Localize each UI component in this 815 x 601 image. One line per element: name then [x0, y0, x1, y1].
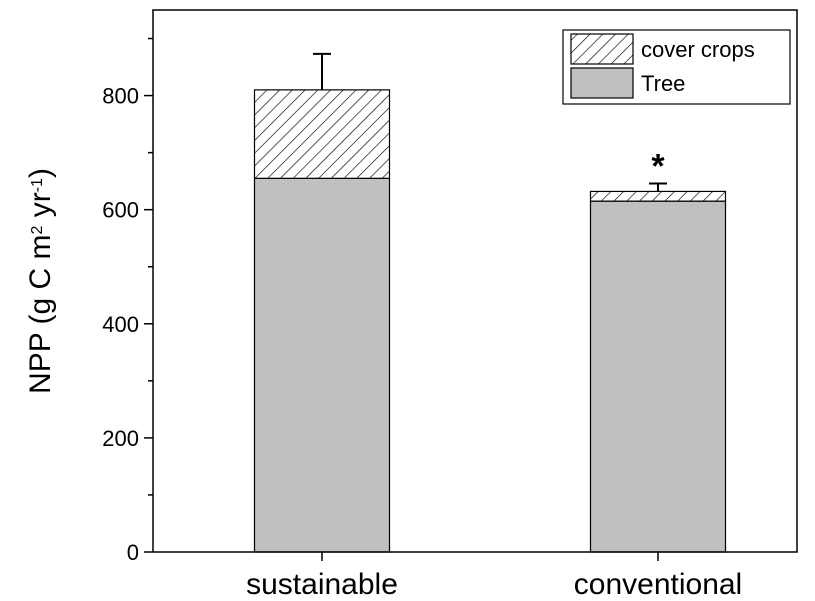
error-bars-group — [313, 52, 667, 192]
y-axis-label-end: ) — [24, 168, 57, 178]
legend-label-cover-crops: cover crops — [641, 37, 755, 62]
bar-conventional-cover-crops — [589, 190, 727, 202]
annotations-group: * — [651, 147, 665, 185]
bar-sustainable-cover-crops — [253, 89, 391, 179]
y-axis-ticks: 0 200 400 600 800 — [102, 37, 153, 565]
y-tick-label: 800 — [102, 84, 139, 109]
legend: cover crops Tree — [562, 29, 791, 105]
legend-swatch-tree — [570, 67, 634, 99]
y-axis-label-mid: yr — [24, 192, 57, 225]
significance-marker-conventional: * — [651, 147, 665, 185]
x-tick-label-conventional: conventional — [574, 568, 742, 601]
x-axis-ticks: sustainable conventional — [246, 552, 742, 601]
y-tick-label: 600 — [102, 198, 139, 223]
y-tick-label: 0 — [127, 540, 139, 565]
y-axis-label-sup-1: 2 — [29, 225, 46, 234]
x-tick-label-sustainable: sustainable — [246, 568, 398, 601]
y-tick-label: 200 — [102, 426, 139, 451]
plot-frame — [152, 9, 798, 553]
y-axis-label: NPP (g C m2 yr-1) — [24, 168, 57, 394]
bar-conventional-tree — [589, 200, 727, 553]
y-tick-label: 400 — [102, 312, 139, 337]
legend-label-tree: Tree — [641, 71, 685, 96]
bar-sustainable-tree — [253, 177, 391, 553]
y-axis-label-sup-2: -1 — [29, 178, 46, 192]
legend-swatch-cover-crops — [570, 33, 634, 65]
y-axis-label-main: NPP (g C m — [24, 234, 57, 393]
bars-group — [253, 89, 727, 553]
